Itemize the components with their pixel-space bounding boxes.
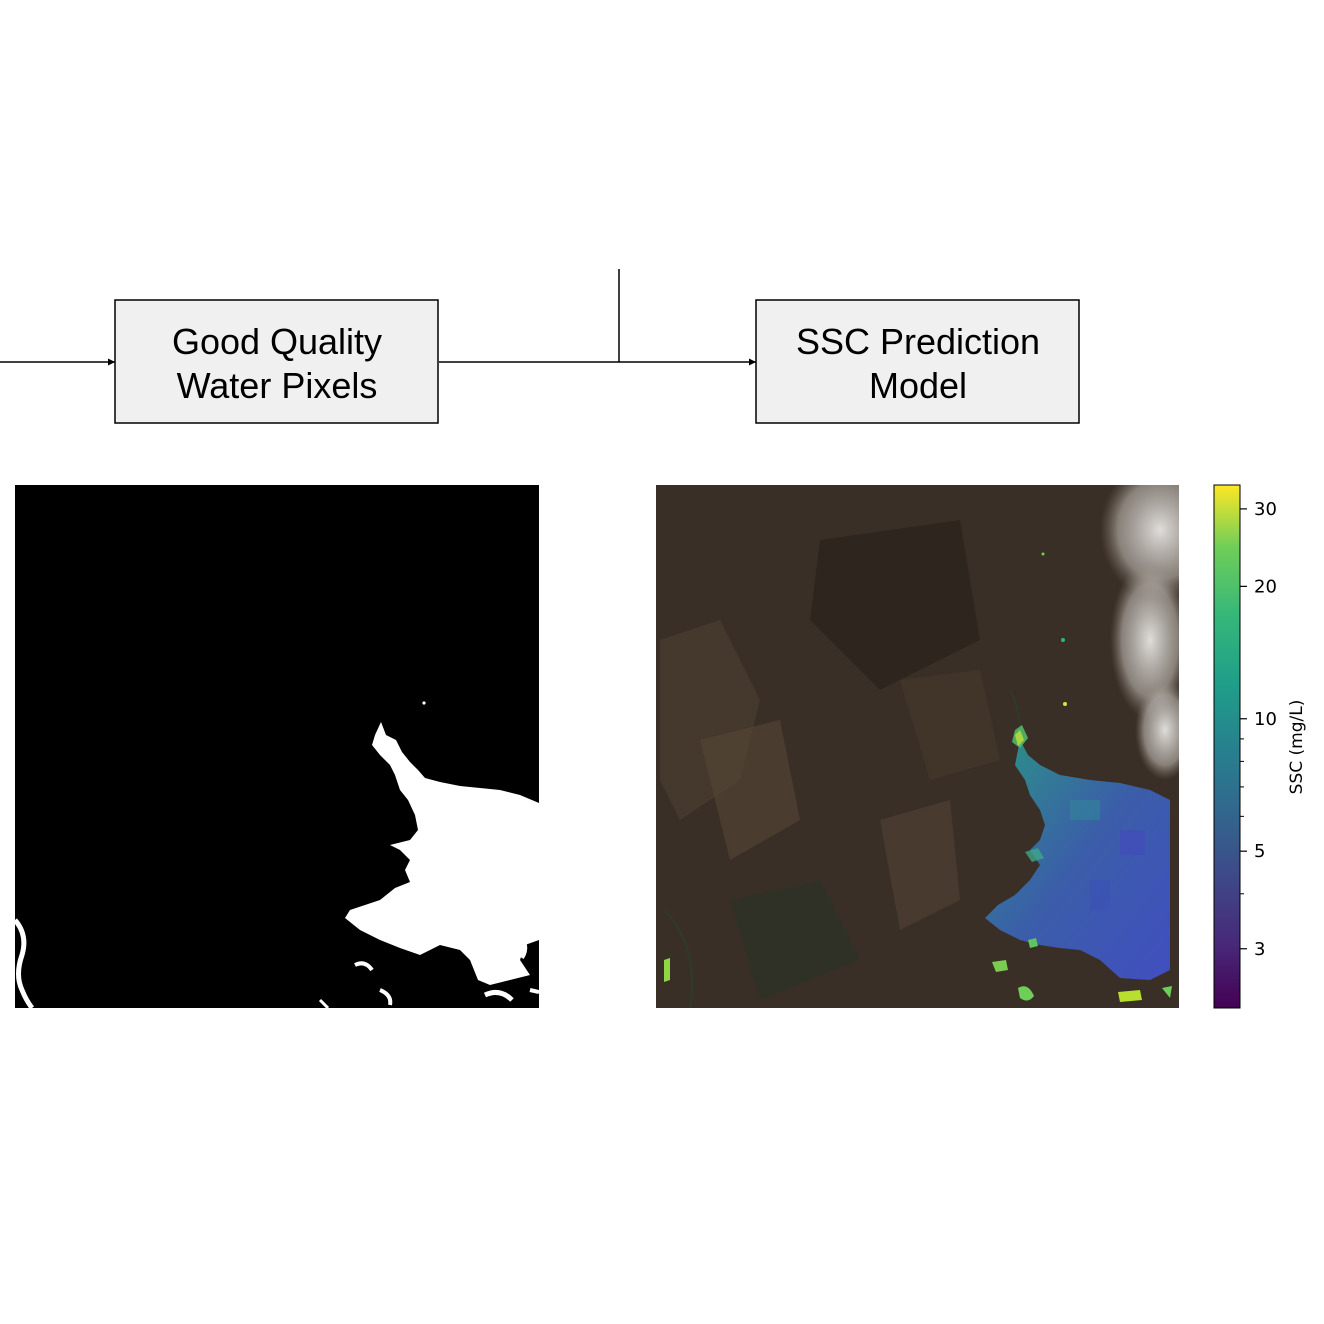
colorbar-tick-label: 5: [1254, 841, 1265, 862]
box2-line2: Model: [869, 365, 967, 406]
water-mask-image: [15, 485, 539, 1008]
colorbar-gradient: [1213, 484, 1241, 1009]
ssc-water-overlay: [985, 740, 1170, 980]
box1-line1: Good Quality: [172, 321, 382, 362]
ssc-satellite-image: [656, 485, 1179, 1008]
colorbar-label: SSC (mg/L): [1287, 700, 1307, 795]
river-left: [15, 918, 35, 1008]
good-quality-water-pixels-box: Good Quality Water Pixels: [114, 299, 439, 424]
colorbar-tick-label: 20: [1254, 576, 1277, 597]
colorbar-tick-label: 3: [1254, 939, 1265, 960]
box2-line1: SSC Prediction: [796, 321, 1040, 362]
water-body-shape: [345, 722, 539, 985]
colorbar-tick-label: 10: [1254, 709, 1277, 730]
colorbar-ticks: 3 5 10 20 30: [1240, 499, 1277, 960]
ssc-prediction-model-box: SSC Prediction Model: [755, 299, 1080, 424]
colorbar: 3 5 10 20 30 SSC (mg/L): [1213, 484, 1307, 1009]
box1-line2: Water Pixels: [177, 365, 378, 406]
colorbar-tick-label: 30: [1254, 499, 1277, 520]
